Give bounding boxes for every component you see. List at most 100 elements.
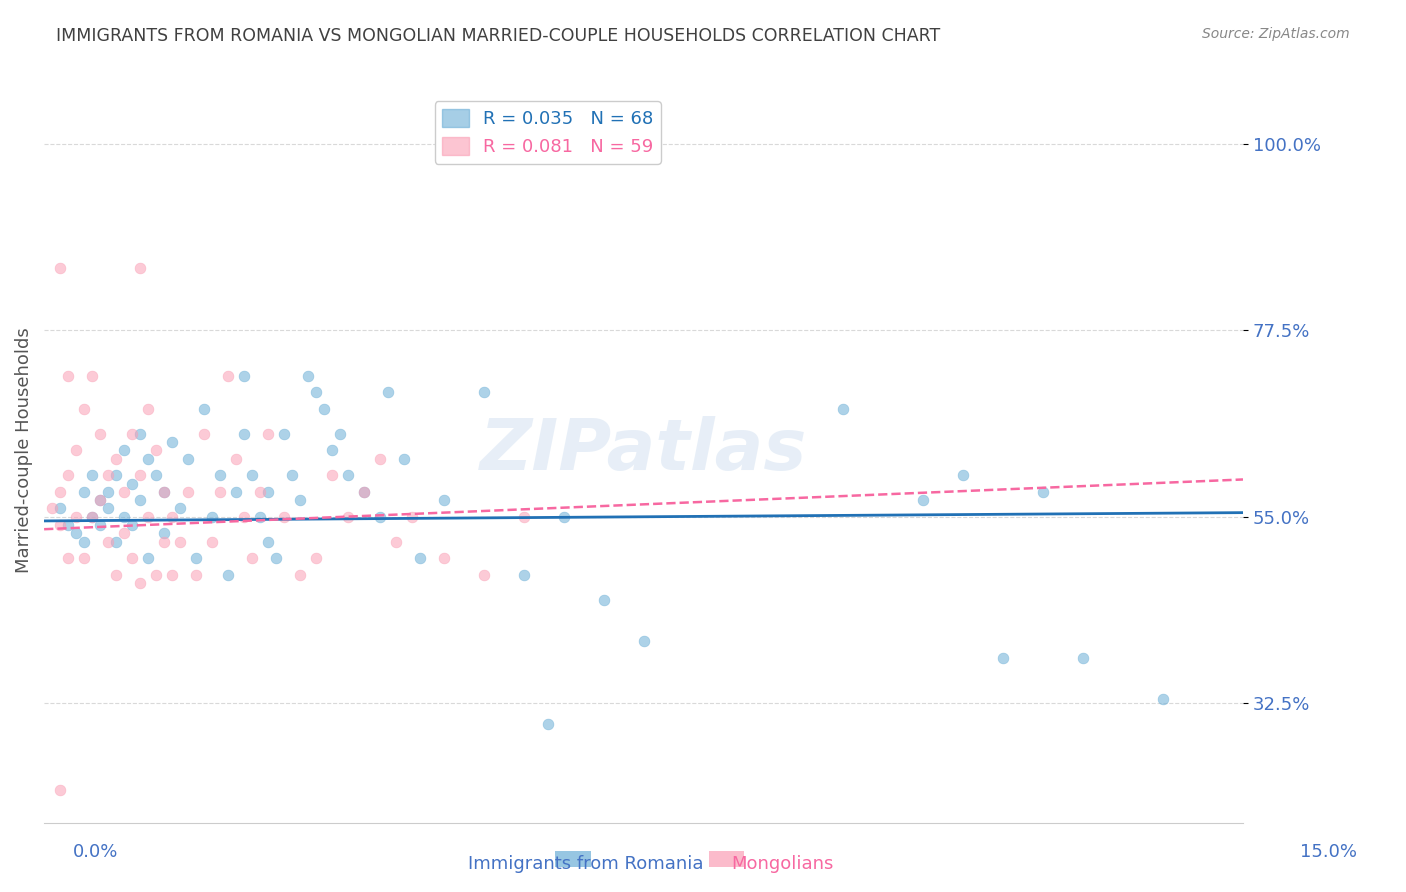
Point xyxy=(121,476,143,491)
Point xyxy=(56,468,79,483)
Point xyxy=(433,551,456,566)
Point xyxy=(472,567,495,582)
Point xyxy=(472,385,495,400)
Point xyxy=(153,484,176,499)
Point xyxy=(112,526,135,541)
Point xyxy=(232,426,254,441)
Point xyxy=(368,509,391,524)
Point xyxy=(409,551,432,566)
Point xyxy=(201,534,224,549)
Point xyxy=(169,501,191,516)
Point xyxy=(129,261,152,276)
Point xyxy=(193,426,215,441)
Point xyxy=(536,717,558,731)
Point xyxy=(217,567,239,582)
Point xyxy=(264,551,287,566)
Point xyxy=(73,534,96,549)
Point xyxy=(65,509,87,524)
Point xyxy=(145,567,167,582)
Point xyxy=(288,567,311,582)
Text: Immigrants from Romania: Immigrants from Romania xyxy=(468,855,703,872)
Point xyxy=(112,484,135,499)
Point xyxy=(288,493,311,508)
Point xyxy=(232,509,254,524)
Point xyxy=(225,451,247,466)
Point xyxy=(208,484,231,499)
Point xyxy=(384,534,406,549)
Point xyxy=(105,468,128,483)
Point xyxy=(136,402,159,417)
Point xyxy=(56,518,79,533)
Point xyxy=(368,451,391,466)
Point xyxy=(136,551,159,566)
Point xyxy=(80,468,103,483)
Point xyxy=(392,451,415,466)
Point xyxy=(353,484,375,499)
Point xyxy=(305,551,328,566)
Point xyxy=(257,426,280,441)
Text: Source: ZipAtlas.com: Source: ZipAtlas.com xyxy=(1202,27,1350,41)
Point xyxy=(49,501,72,516)
Point xyxy=(153,534,176,549)
Point xyxy=(153,484,176,499)
Point xyxy=(160,567,183,582)
Point xyxy=(281,468,304,483)
Point xyxy=(80,368,103,383)
Point xyxy=(121,426,143,441)
Point xyxy=(73,402,96,417)
Point xyxy=(49,783,72,797)
Point xyxy=(353,484,375,499)
Point xyxy=(512,567,534,582)
Point xyxy=(56,551,79,566)
Point xyxy=(553,509,575,524)
Point xyxy=(201,509,224,524)
Point xyxy=(105,534,128,549)
Point xyxy=(336,468,359,483)
Point xyxy=(169,534,191,549)
Point xyxy=(136,451,159,466)
Point xyxy=(160,435,183,450)
Point xyxy=(121,518,143,533)
Point xyxy=(41,501,63,516)
Point xyxy=(312,402,335,417)
Point xyxy=(512,509,534,524)
Point xyxy=(73,551,96,566)
Point xyxy=(153,526,176,541)
Point xyxy=(145,443,167,458)
Point xyxy=(297,368,319,383)
Point xyxy=(121,551,143,566)
Point xyxy=(89,426,111,441)
Point xyxy=(217,368,239,383)
Text: Mongolians: Mongolians xyxy=(731,855,834,872)
Point xyxy=(129,468,152,483)
Point xyxy=(433,493,456,508)
Point xyxy=(97,468,120,483)
Text: ZIPatlas: ZIPatlas xyxy=(479,416,807,485)
Point xyxy=(377,385,399,400)
Point xyxy=(993,650,1015,665)
Point xyxy=(97,501,120,516)
Point xyxy=(89,518,111,533)
Point xyxy=(912,493,935,508)
Point xyxy=(592,592,614,607)
Point xyxy=(336,509,359,524)
Point xyxy=(257,534,280,549)
Point xyxy=(633,634,655,648)
Point xyxy=(208,468,231,483)
Point xyxy=(49,518,72,533)
Point xyxy=(225,484,247,499)
Point xyxy=(177,451,200,466)
Point xyxy=(65,526,87,541)
Point xyxy=(321,443,343,458)
Point xyxy=(273,426,295,441)
Point xyxy=(112,443,135,458)
Point xyxy=(49,484,72,499)
Point xyxy=(49,261,72,276)
Point xyxy=(832,402,855,417)
Point xyxy=(257,484,280,499)
Point xyxy=(249,484,271,499)
Point xyxy=(305,385,328,400)
Point xyxy=(80,509,103,524)
Point xyxy=(232,368,254,383)
Point xyxy=(73,484,96,499)
